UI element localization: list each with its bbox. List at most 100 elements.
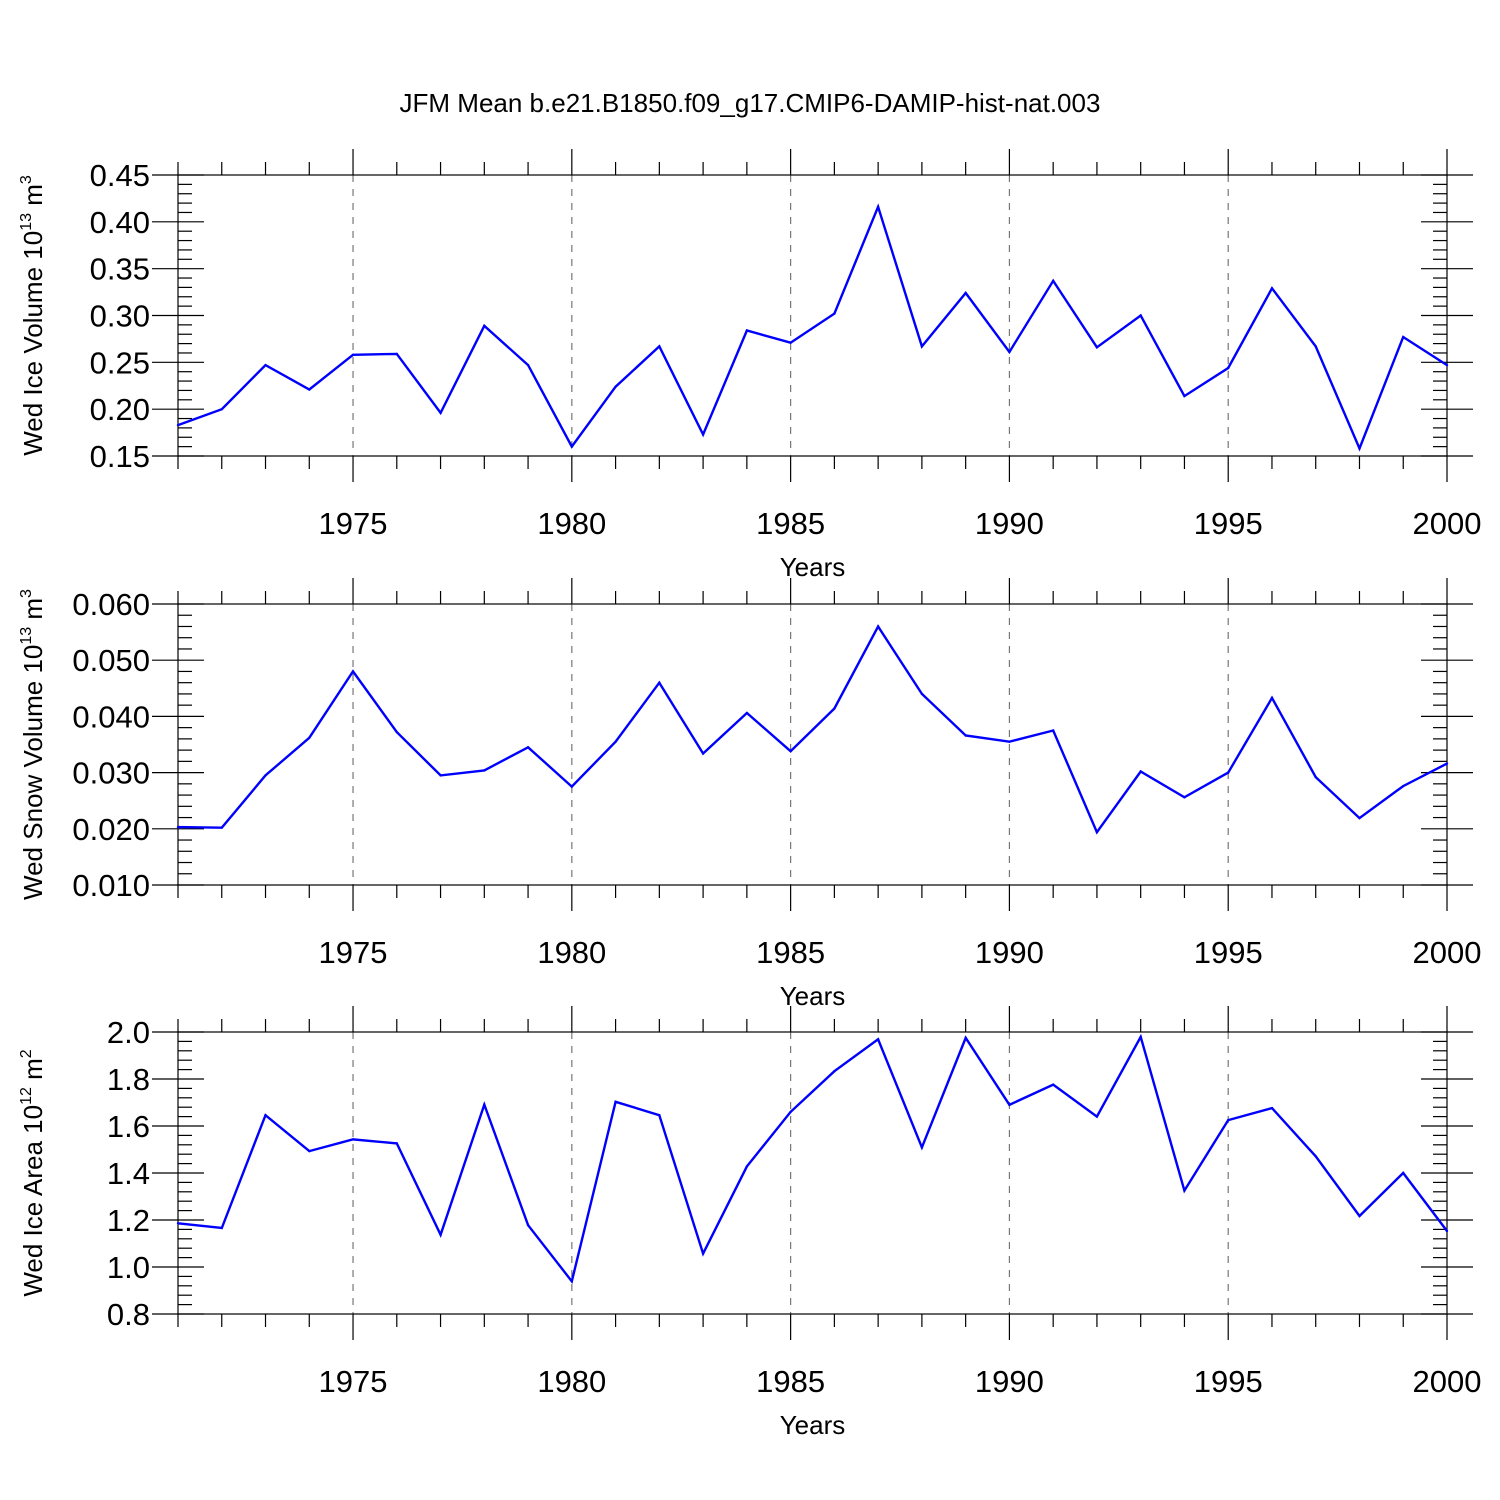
x-tick-label: 1985 xyxy=(756,506,825,541)
y-tick-label: 0.8 xyxy=(107,1297,150,1332)
x-tick-label: 1990 xyxy=(975,1364,1044,1399)
x-tick-label: 2000 xyxy=(1413,506,1482,541)
data-point-1971 xyxy=(176,423,180,427)
data-point-1979 xyxy=(526,363,530,367)
data-point-1984 xyxy=(745,711,749,715)
data-point-1988 xyxy=(920,345,924,348)
series-line xyxy=(177,624,1448,835)
plot-frame xyxy=(177,603,1448,886)
data-point-1980 xyxy=(570,785,574,788)
y-tick-label: 0.35 xyxy=(90,252,150,287)
data-point-1992 xyxy=(1095,346,1099,349)
y-tick-label: 0.030 xyxy=(72,756,150,791)
data-point-1989 xyxy=(964,734,967,737)
data-point-1985 xyxy=(789,1110,792,1114)
x-tick-label: 1980 xyxy=(537,935,606,970)
data-point-1972 xyxy=(220,1226,223,1230)
data-point-1983 xyxy=(701,1252,705,1255)
data-point-1991 xyxy=(1051,729,1055,732)
data-point-1980 xyxy=(570,1280,574,1283)
y-tick-label: 1.4 xyxy=(107,1156,150,1191)
data-point-1995 xyxy=(1227,366,1230,370)
data-point-2000 xyxy=(1445,1229,1449,1233)
x-tick-label: 1985 xyxy=(756,1364,825,1399)
y-tick-label: 0.15 xyxy=(90,439,150,474)
data-point-1994 xyxy=(1183,796,1186,799)
data-point-1985 xyxy=(789,341,792,344)
data-point-1989 xyxy=(964,1036,967,1040)
data-point-1979 xyxy=(526,1223,530,1227)
data-point-1995 xyxy=(1227,1118,1230,1122)
y-tick-label: 0.25 xyxy=(90,345,150,380)
data-point-1999 xyxy=(1402,1171,1405,1175)
y-tick-label: 1.8 xyxy=(107,1062,150,1097)
data-point-1995 xyxy=(1227,771,1230,774)
data-point-1981 xyxy=(614,385,617,388)
data-point-2000 xyxy=(1445,363,1449,367)
x-tick-label: 2000 xyxy=(1413,1364,1482,1399)
x-tick-label: 1975 xyxy=(319,506,388,541)
y-tick-label: 0.40 xyxy=(90,205,150,240)
x-tick-label: 1980 xyxy=(537,506,606,541)
data-point-1984 xyxy=(745,329,749,332)
data-point-1992 xyxy=(1095,1115,1099,1118)
data-point-1973 xyxy=(264,774,267,777)
data-point-1972 xyxy=(220,826,223,829)
y-axis-title: Wed Snow Volume 1013 m3 xyxy=(18,589,48,900)
x-tick-label: 1975 xyxy=(319,935,388,970)
data-point-1978 xyxy=(483,324,486,328)
data-point-1988 xyxy=(920,692,924,696)
x-tick-label: 2000 xyxy=(1413,935,1482,970)
data-point-1971 xyxy=(176,1222,180,1225)
data-point-1997 xyxy=(1314,1155,1317,1158)
data-point-1978 xyxy=(483,769,486,772)
x-tick-label: 1980 xyxy=(537,1364,606,1399)
data-point-1987 xyxy=(876,205,880,209)
data-point-1977 xyxy=(439,411,442,415)
data-point-1988 xyxy=(920,1146,924,1149)
y-tick-label: 0.010 xyxy=(72,868,150,903)
data-point-1990 xyxy=(1008,350,1011,354)
data-point-1971 xyxy=(176,825,180,829)
data-point-1998 xyxy=(1358,1214,1361,1218)
y-tick-label: 0.020 xyxy=(72,812,150,847)
x-axis-title: Years xyxy=(780,981,846,1011)
data-point-1983 xyxy=(701,433,705,436)
data-point-1975 xyxy=(351,1138,355,1141)
y-tick-label: 2.0 xyxy=(107,1015,150,1050)
data-point-1973 xyxy=(264,363,267,367)
data-point-1978 xyxy=(483,1103,486,1106)
data-point-1996 xyxy=(1270,696,1274,700)
data-point-1993 xyxy=(1139,314,1142,317)
data-point-1997 xyxy=(1314,345,1317,348)
data-point-1994 xyxy=(1183,1189,1186,1192)
figure-title: JFM Mean b.e21.B1850.f09_g17.CMIP6-DAMIP… xyxy=(400,88,1101,118)
y-axis-title: Wed Ice Volume 1013 m3 xyxy=(18,175,48,456)
data-point-1976 xyxy=(395,1142,398,1145)
chart-panel-1: 0.15 0.20 0.25 0.30 0.35 0.40 0.45 1975 1980 1985… xyxy=(18,149,1481,582)
x-tick-label: 1975 xyxy=(319,1364,388,1399)
data-point-1986 xyxy=(833,1070,836,1073)
y-axis-title: Wed Ice Area 1012 m2 xyxy=(18,1049,48,1296)
x-axis-title: Years xyxy=(780,552,846,582)
data-point-1974 xyxy=(308,736,311,739)
data-point-1992 xyxy=(1095,830,1099,834)
data-point-1991 xyxy=(1051,1083,1055,1086)
y-tick-label: 0.060 xyxy=(72,587,150,622)
data-point-1987 xyxy=(876,1038,880,1041)
data-point-1999 xyxy=(1402,335,1405,339)
x-tick-label: 1990 xyxy=(975,506,1044,541)
x-tick-label: 1990 xyxy=(975,935,1044,970)
data-point-1986 xyxy=(833,707,836,710)
data-point-1994 xyxy=(1183,394,1186,398)
data-point-1972 xyxy=(220,407,223,411)
data-point-1974 xyxy=(308,1149,311,1153)
data-point-1981 xyxy=(614,740,617,743)
data-point-1998 xyxy=(1358,447,1361,450)
x-axis-title: Years xyxy=(780,1410,846,1440)
x-tick-label: 1995 xyxy=(1194,935,1263,970)
y-tick-label: 0.040 xyxy=(72,699,150,734)
data-point-1982 xyxy=(658,681,661,684)
data-point-2000 xyxy=(1445,762,1449,765)
